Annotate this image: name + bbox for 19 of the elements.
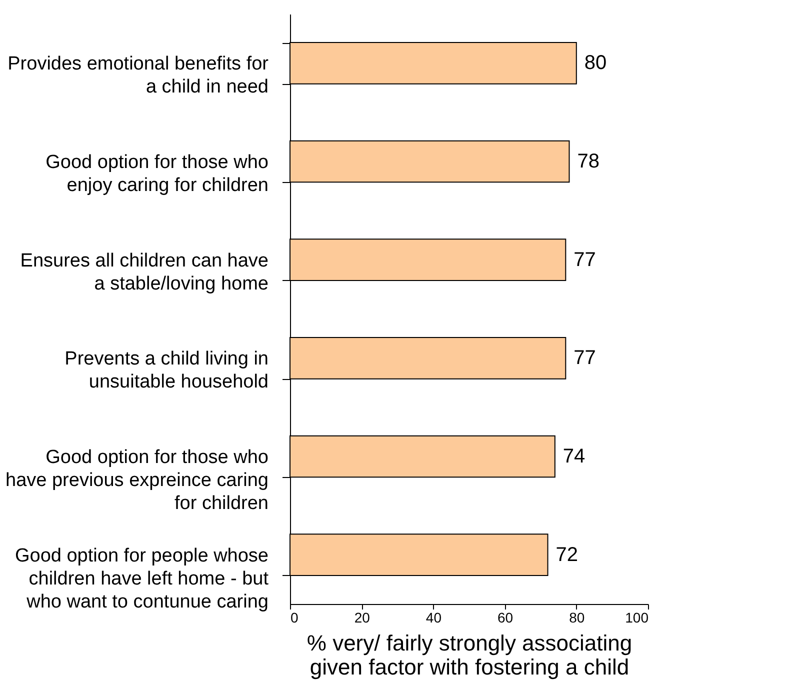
y-tick-label: Ensures all children can have a stable/loving home (20, 250, 268, 294)
data-label: 77 (574, 248, 596, 271)
y-tick-label: Good option for those who enjoy caring for children (46, 152, 268, 196)
y-tick-label: Prevents a child living in unsuitable household (64, 348, 268, 393)
data-label: 80 (584, 52, 607, 74)
x-tick-label: 100 (625, 610, 649, 626)
y-tick-label: Good option for people whose children have left home - but who want to contunue caring (14, 545, 270, 612)
x-tick-label: 20 (354, 610, 370, 626)
x-tick-label: 40 (426, 610, 442, 626)
x-tick-label: 0 (290, 610, 298, 626)
x-axis-title: % very/ fairly strongly associating given factor with fostering a child (306, 630, 632, 680)
x-tick-label: 60 (498, 610, 514, 626)
data-label: 72 (556, 544, 578, 566)
y-tick-label: Good option for those who have previous expreince caring for children (6, 447, 268, 514)
x-tick-label: 80 (569, 610, 585, 626)
data-label: 78 (577, 150, 600, 172)
data-label: 77 (574, 347, 596, 370)
data-label: 74 (562, 446, 586, 468)
y-tick-label: Provides emotional benefits for a child in need (8, 54, 270, 98)
